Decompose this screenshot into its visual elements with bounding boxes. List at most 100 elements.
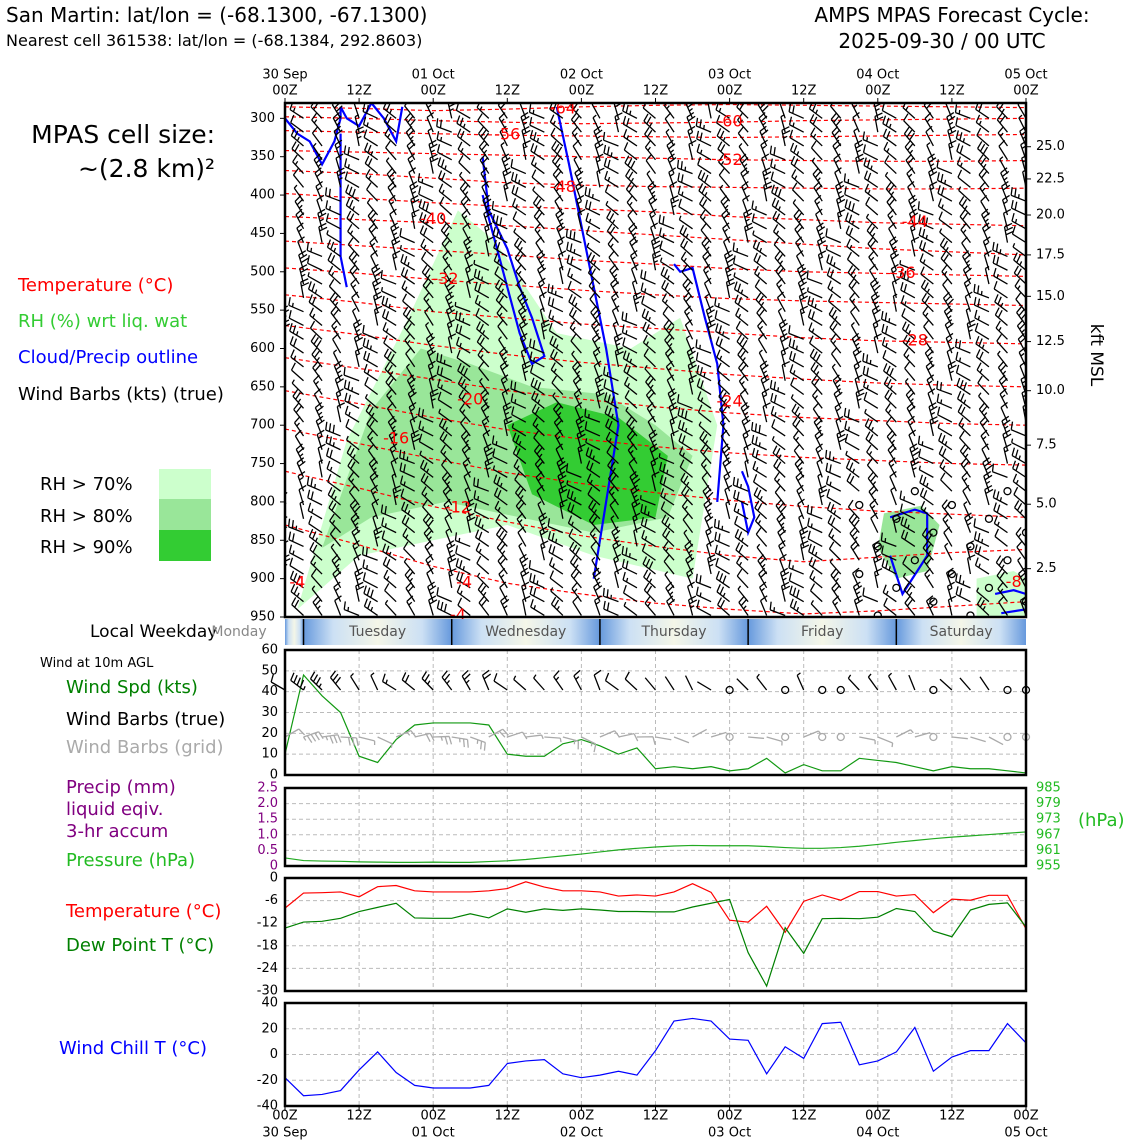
wind-barb xyxy=(901,308,916,327)
wind-barb xyxy=(625,168,638,188)
wind-barb xyxy=(738,143,749,161)
wind-barb xyxy=(679,459,693,478)
wind-barb xyxy=(586,242,601,257)
weekday-band xyxy=(303,619,452,645)
wind-barb xyxy=(919,253,934,271)
legend-precip-3: 3-hr accum xyxy=(66,821,169,842)
wind-barb xyxy=(520,567,530,589)
sfc-barb-grid xyxy=(340,736,359,747)
wind-barb xyxy=(774,250,786,271)
wind-barb xyxy=(307,281,323,299)
sfc-barb-grid xyxy=(470,736,486,751)
wind-barb xyxy=(1012,242,1026,257)
wind-barb xyxy=(566,489,582,506)
wind-barb xyxy=(483,443,494,464)
wind-barb xyxy=(610,277,620,299)
wind-barb xyxy=(996,333,1008,354)
isotherm xyxy=(285,130,1026,139)
wind-barb xyxy=(552,402,564,423)
legend-rh90: RH > 90% xyxy=(40,537,133,558)
wind-barb xyxy=(855,569,864,579)
wind-barb xyxy=(771,184,786,202)
bottom-date-label: 05 Oct xyxy=(1004,1126,1047,1140)
wind-barb xyxy=(752,239,768,257)
wind-barb xyxy=(499,581,508,602)
wind-barb xyxy=(454,301,471,313)
wind-barb xyxy=(946,346,955,368)
wind-barb xyxy=(609,264,619,285)
y-tick-label: 2.0 xyxy=(257,796,278,811)
wind-barb xyxy=(855,388,865,409)
wind-barb xyxy=(880,532,897,548)
wind-barb xyxy=(460,195,471,216)
wind-barb xyxy=(788,559,804,575)
wind-barb xyxy=(372,277,382,299)
wind-barb xyxy=(569,555,582,575)
wind-barb xyxy=(294,429,305,451)
wind-barb xyxy=(571,581,582,603)
wind-barb xyxy=(333,360,343,381)
wind-barb xyxy=(900,282,916,299)
wind-barb xyxy=(587,252,601,271)
wind-barb xyxy=(938,445,953,465)
wind-barb xyxy=(773,458,786,478)
wind-barb xyxy=(401,514,416,534)
wind-barb xyxy=(352,540,360,561)
wind-barb xyxy=(292,154,305,175)
wind-barb xyxy=(666,595,676,616)
wind-barb xyxy=(958,196,971,216)
wind-barb xyxy=(816,457,825,478)
wind-barb xyxy=(421,486,434,506)
wind-barb xyxy=(591,556,601,575)
wind-barb xyxy=(437,391,453,409)
wind-barb xyxy=(479,153,490,174)
wind-barb xyxy=(295,208,305,230)
wind-barb xyxy=(686,346,696,368)
wind-barb xyxy=(647,181,657,202)
wind-barb xyxy=(528,104,545,119)
wind-barb xyxy=(382,322,397,340)
wind-barb xyxy=(865,431,879,451)
wind-barb xyxy=(959,209,971,230)
wind-barb xyxy=(947,500,957,510)
wind-barb xyxy=(609,498,620,520)
wind-barb xyxy=(557,471,567,492)
wind-barb xyxy=(499,125,508,147)
wind-barb xyxy=(771,419,786,437)
wind-barb xyxy=(945,332,954,354)
top-hour-label: 00Z xyxy=(272,84,298,99)
wind-barb xyxy=(515,264,527,285)
wind-barb xyxy=(706,319,716,340)
wind-barb xyxy=(908,208,919,230)
wind-barb xyxy=(612,321,620,340)
wind-barb xyxy=(944,319,954,340)
y-tick-label: 10 xyxy=(261,747,278,762)
wind-barb xyxy=(924,346,934,368)
height-tick-label: 7.5 xyxy=(1036,438,1057,453)
wind-barb xyxy=(665,128,675,147)
wind-barb xyxy=(781,360,790,381)
wind-barb xyxy=(294,195,305,216)
wind-barb xyxy=(464,487,471,506)
y-tick-label: -24 xyxy=(257,961,278,976)
wind-barb xyxy=(289,557,304,575)
wind-barb xyxy=(325,434,341,451)
wind-barb xyxy=(778,540,786,561)
wind-barb xyxy=(700,444,712,464)
legend-barbs-true: Wind Barbs (true) xyxy=(66,709,226,730)
wind-barb xyxy=(830,568,842,589)
wind-barb xyxy=(929,181,938,202)
wind-barb xyxy=(664,346,675,368)
wind-barb xyxy=(549,103,564,119)
wind-barb xyxy=(681,264,694,285)
wind-barb xyxy=(592,346,601,368)
wind-barb xyxy=(789,129,805,147)
wind-barb xyxy=(425,321,434,340)
top-hour-label: 00Z xyxy=(865,84,891,99)
wind-barb xyxy=(381,530,397,547)
wind-barb xyxy=(566,254,582,271)
wind-barb xyxy=(850,305,860,326)
wind-barb xyxy=(457,141,471,161)
wind-barb xyxy=(918,227,934,244)
wind-barb xyxy=(751,422,767,437)
